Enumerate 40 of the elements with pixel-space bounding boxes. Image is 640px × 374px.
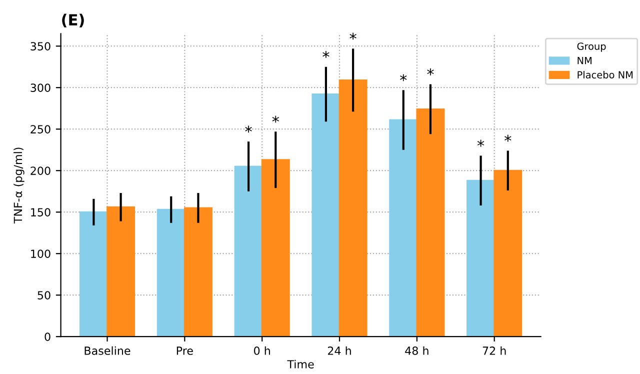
x-tick-label: Pre xyxy=(176,346,193,355)
x-axis-title: Time xyxy=(287,360,314,368)
legend-label: Placebo NM xyxy=(578,70,633,78)
bar xyxy=(416,108,445,337)
legend-title: Group xyxy=(577,42,606,52)
y-axis-title: TNF-α (pg/ml) xyxy=(14,148,24,224)
annotation: * xyxy=(427,68,434,76)
annotation: * xyxy=(504,134,512,142)
y-tick-label: 250 xyxy=(30,125,50,134)
bar xyxy=(184,207,212,337)
bar xyxy=(338,79,368,337)
annotation: * xyxy=(400,74,407,82)
y-tick-label: 200 xyxy=(30,166,50,175)
annotation: * xyxy=(272,116,279,123)
x-tick-label: 0 h xyxy=(254,346,270,355)
y-tick-label: 350 xyxy=(30,42,50,50)
x-tick-label: 24 h xyxy=(328,346,351,355)
annotation: * xyxy=(322,50,330,58)
y-tick-label: 150 xyxy=(31,208,50,216)
bar xyxy=(312,94,340,337)
bar xyxy=(466,180,496,337)
annotation: * xyxy=(245,126,252,133)
annotation: * xyxy=(350,32,356,40)
y-tick-label: 50 xyxy=(38,291,50,300)
bar xyxy=(156,208,186,337)
y-tick-label: 100 xyxy=(31,250,50,258)
x-tick-label: 72 h xyxy=(482,346,506,355)
x-tick-label: Baseline xyxy=(84,346,130,355)
legend-label: NM xyxy=(578,56,592,64)
bar xyxy=(494,170,522,337)
bar xyxy=(261,159,290,337)
y-tick-label: 300 xyxy=(30,84,50,92)
chart-title: (E) xyxy=(62,14,84,28)
annotation: * xyxy=(477,140,484,147)
bar xyxy=(389,119,418,337)
y-tick-label: 0 xyxy=(44,332,50,341)
x-tick-label: 48 h xyxy=(405,346,428,355)
bar xyxy=(79,211,108,337)
bar xyxy=(234,166,263,337)
bar xyxy=(106,206,136,337)
